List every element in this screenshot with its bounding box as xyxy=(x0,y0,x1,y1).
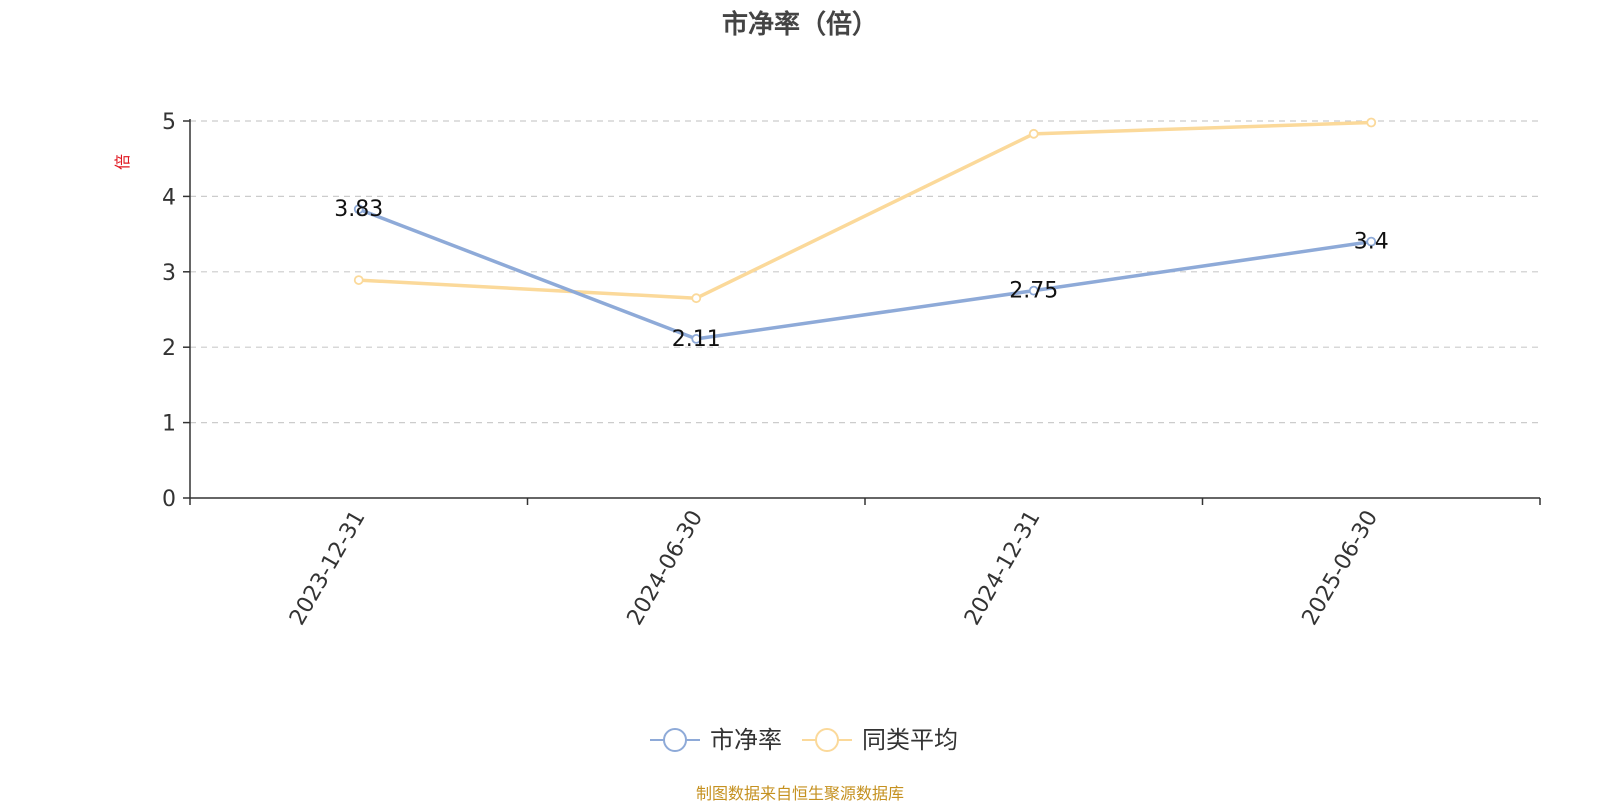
legend-marker xyxy=(663,728,687,752)
x-tick-label: 2024-06-30 xyxy=(623,506,709,629)
y-tick-label: 5 xyxy=(162,110,176,135)
data-point xyxy=(353,204,364,215)
data-point xyxy=(691,293,702,304)
data-point xyxy=(353,275,364,285)
data-label: 3.4 xyxy=(1354,230,1389,255)
legend-label: 市净率 xyxy=(710,726,782,754)
data-point xyxy=(1366,236,1377,247)
legend-label: 同类平均 xyxy=(862,726,958,754)
series-line xyxy=(357,207,1373,341)
y-tick-label: 0 xyxy=(162,487,176,512)
data-label: 3.83 xyxy=(334,197,383,222)
data-point xyxy=(1028,128,1039,139)
x-tick-label: 2023-12-31 xyxy=(285,506,371,629)
x-tick-label: 2024-12-31 xyxy=(960,506,1046,629)
series-line xyxy=(357,120,1373,300)
source-note: 制图数据来自恒生聚源数据库 xyxy=(695,784,904,803)
y-tick-label: 1 xyxy=(162,412,176,437)
data-label: 2.75 xyxy=(1009,279,1058,304)
chart-title: 市净率（倍） xyxy=(721,10,878,40)
data-point xyxy=(1366,117,1377,128)
x-tick-label: 2025-06-30 xyxy=(1298,506,1384,629)
y-tick-label: 4 xyxy=(162,185,176,210)
legend-marker xyxy=(815,728,839,752)
data-point xyxy=(691,334,702,344)
data-point xyxy=(1028,285,1039,296)
y-axis-label: 倍 xyxy=(113,154,132,170)
y-tick-label: 2 xyxy=(162,336,176,361)
y-tick-label: 3 xyxy=(162,261,176,286)
data-label: 2.11 xyxy=(672,327,721,352)
